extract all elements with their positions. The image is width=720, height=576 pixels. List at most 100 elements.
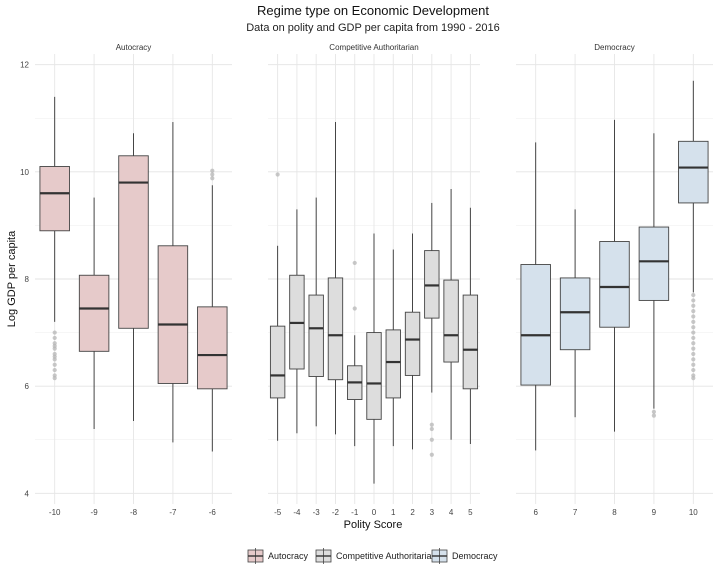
y-tick-label: 4 <box>25 489 30 498</box>
outlier-point <box>52 335 57 341</box>
outlier-point <box>352 260 357 266</box>
box-iqr <box>404 311 421 376</box>
outlier-point <box>691 362 696 367</box>
x-tick-label: -4 <box>293 508 301 517</box>
legend-item: Autocracy <box>247 548 309 564</box>
outlier-point <box>52 367 57 373</box>
legend-label: Democracy <box>452 551 498 561</box>
outlier-point <box>210 168 215 173</box>
outlier-point <box>691 367 696 373</box>
x-axis-label: Polity Score <box>344 519 403 531</box>
box-iqr <box>39 166 70 232</box>
box-iqr <box>678 140 709 204</box>
box-iqr <box>599 241 630 328</box>
x-tick-label: -2 <box>332 508 340 517</box>
box-iqr <box>327 277 344 381</box>
x-tick-label: 0 <box>372 508 377 517</box>
box-2 <box>404 233 421 450</box>
outlier-point <box>691 341 696 346</box>
facet-label: Competitive Authoritarian <box>329 43 418 52</box>
box--10 <box>39 96 70 381</box>
outlier-point <box>691 303 696 308</box>
box-iqr <box>462 294 479 390</box>
outlier-point <box>429 452 434 457</box>
outlier-point <box>691 330 696 335</box>
box-5 <box>462 207 479 444</box>
box-iqr <box>308 294 324 377</box>
outlier-point <box>429 422 434 427</box>
box-iqr <box>118 155 149 329</box>
box-iqr <box>638 226 670 301</box>
box-iqr <box>157 245 189 384</box>
box-7 <box>559 209 591 418</box>
box-1 <box>385 249 401 447</box>
box--7 <box>157 122 189 443</box>
box-iqr <box>366 332 382 420</box>
box--4 <box>289 209 305 434</box>
x-tick-label: 3 <box>430 508 435 517</box>
outlier-point <box>429 426 434 432</box>
box-iqr <box>78 274 110 352</box>
legend: Autocracy Competitive Authoritarian Democr… <box>247 548 498 564</box>
outlier-point <box>651 409 657 414</box>
outlier-point <box>210 176 215 181</box>
facet-panel: Democracy 6 7 8 9 10 <box>516 43 713 517</box>
y-tick-label: 10 <box>20 168 29 177</box>
box-9 <box>638 133 670 418</box>
y-axis-label: Log GDP per capita <box>6 230 18 327</box>
legend-label: Autocracy <box>268 551 309 561</box>
chart-title: Regime type on Economic Development <box>257 3 489 18</box>
x-tick-label: -6 <box>209 508 217 517</box>
x-tick-label: -8 <box>130 508 138 517</box>
y-tick-label: 8 <box>25 275 30 284</box>
facet-label: Autocracy <box>116 43 152 52</box>
chart-subtitle: Data on polity and GDP per capita from 1… <box>246 22 500 34</box>
x-tick-label: 7 <box>573 508 578 517</box>
outlier-point <box>275 172 280 177</box>
outlier-point <box>52 357 57 362</box>
outlier-point <box>691 325 696 330</box>
box-iqr <box>559 277 591 351</box>
outlier-point <box>52 362 57 367</box>
legend-item: Democracy <box>431 548 498 564</box>
x-tick-label: 8 <box>612 508 617 517</box>
box-10 <box>678 80 709 381</box>
y-axis: 4 6 8 10 12 <box>20 61 29 499</box>
legend-item: Competitive Authoritarian <box>315 548 437 564</box>
outlier-point <box>691 335 696 341</box>
outlier-point <box>352 306 357 311</box>
outlier-point <box>691 298 696 303</box>
box--6 <box>197 168 228 452</box>
outlier-point <box>691 351 696 357</box>
box-iqr <box>520 264 551 386</box>
y-tick-label: 6 <box>25 382 30 391</box>
facet-panel: Autocracy -10 -9 -8 -7 -6 <box>35 43 232 517</box>
x-tick-label: 6 <box>533 508 538 517</box>
outlier-point <box>52 346 57 351</box>
x-tick-label: -7 <box>169 508 177 517</box>
outlier-point <box>691 319 696 324</box>
outlier-point <box>691 346 696 351</box>
outlier-point <box>52 330 57 335</box>
outlier-point <box>52 376 57 381</box>
box-iqr <box>269 325 286 399</box>
x-tick-label: 5 <box>468 508 473 517</box>
box--5 <box>269 172 286 441</box>
x-tick-label: 9 <box>652 508 657 517</box>
box-iqr <box>197 306 228 390</box>
box-0 <box>366 233 382 484</box>
x-tick-label: -3 <box>313 508 321 517</box>
box--9 <box>78 197 110 429</box>
x-tick-label: 10 <box>689 508 698 517</box>
box-6 <box>520 142 551 451</box>
box-3 <box>424 202 440 457</box>
facet-label: Democracy <box>594 43 634 52</box>
legend-label: Competitive Authoritarian <box>336 551 437 561</box>
box--8 <box>118 133 149 421</box>
outlier-point <box>210 172 215 177</box>
x-tick-label: -5 <box>274 508 282 517</box>
outlier-point <box>691 309 696 314</box>
x-tick-label: 2 <box>410 508 415 517</box>
